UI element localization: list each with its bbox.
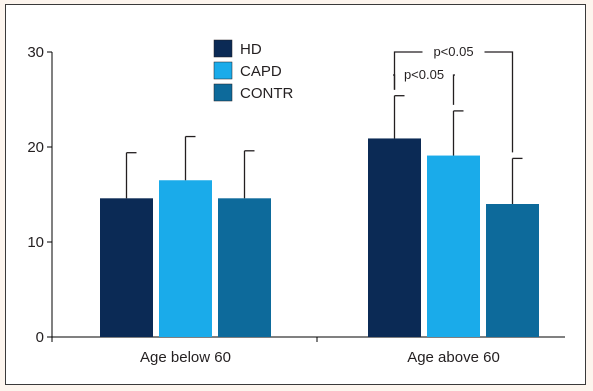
- y-tick-label: 0: [36, 329, 44, 346]
- bar-hd-below-60: [100, 198, 153, 337]
- legend-label-hd: HD: [240, 41, 262, 58]
- bar-capd-above-60: [427, 155, 480, 337]
- legend-label-capd: CAPD: [240, 63, 282, 80]
- bar-contr-below-60: [218, 198, 271, 337]
- significance-bracket: [393, 51, 423, 90]
- bar-hd-above-60: [368, 138, 421, 337]
- y-tick-label: 10: [27, 234, 44, 251]
- x-category-label: Age above 60: [407, 349, 500, 366]
- legend-swatch-capd: [213, 61, 233, 80]
- legend-swatch-contr: [213, 83, 233, 102]
- bar-capd-below-60: [159, 180, 212, 337]
- significance-label: p<0.05: [433, 44, 473, 59]
- legend-swatch-hd: [213, 39, 233, 58]
- x-category-label: Age below 60: [140, 349, 231, 366]
- significance-label: p<0.05: [404, 67, 444, 82]
- bar-contr-above-60: [486, 204, 539, 337]
- y-tick-label: 30: [27, 44, 44, 61]
- y-tick-label: 20: [27, 139, 44, 156]
- significance-bracket: [452, 74, 455, 105]
- significance-bracket: [484, 51, 514, 153]
- legend-label-contr: CONTR: [240, 85, 293, 102]
